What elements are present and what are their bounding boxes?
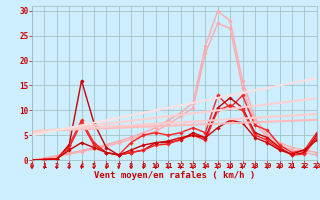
X-axis label: Vent moyen/en rafales ( km/h ): Vent moyen/en rafales ( km/h ) — [94, 171, 255, 180]
